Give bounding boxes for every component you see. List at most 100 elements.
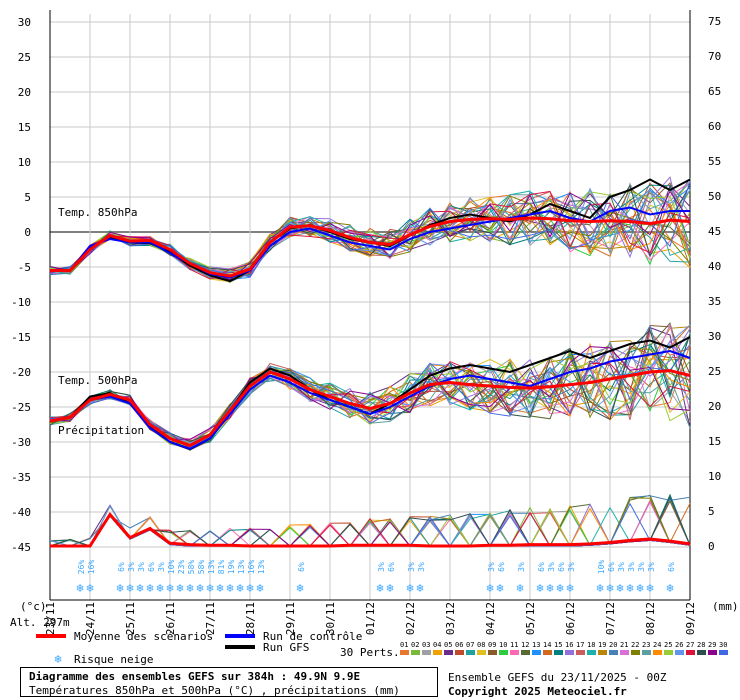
snow-risk-pct: 3% — [407, 562, 416, 572]
y-tick-label-right: 20 — [708, 400, 721, 413]
pert-color-swatch — [609, 650, 618, 655]
y-tick-label-left: 5 — [24, 191, 31, 204]
pert-color-swatch — [631, 650, 640, 655]
snowflake-icon: ❄ — [236, 581, 243, 595]
y-tick-label-right: 0 — [708, 540, 715, 553]
snow-risk-pct: 3% — [627, 562, 636, 572]
pert-id-label: 27 — [686, 641, 694, 649]
snowflake-icon: ❄ — [246, 581, 253, 595]
y-tick-label-left: 0 — [24, 226, 31, 239]
x-date-label: 05/12 — [524, 602, 537, 635]
snow-risk-pct: 58% — [187, 560, 196, 575]
pert-color-swatch — [576, 650, 585, 655]
snow-risk-pct: 3% — [517, 562, 526, 572]
snowflake-icon: ❄ — [566, 581, 573, 595]
y-tick-label-right: 30 — [708, 330, 721, 343]
snow-risk-pct: 3% — [647, 562, 656, 572]
snow-risk-pct: 58% — [197, 560, 206, 575]
x-date-label: 24/11 — [84, 602, 97, 635]
pert-id-label: 24 — [653, 641, 661, 649]
pert-id-label: 16 — [565, 641, 573, 649]
pert-color-swatch — [521, 650, 530, 655]
pert-line-t850 — [49, 178, 691, 278]
mean-line-t850 — [50, 216, 691, 278]
pert-color-swatch — [708, 650, 717, 655]
snow-risk-pct: 6% — [537, 562, 546, 572]
snowflake-icon: ❄ — [626, 581, 633, 595]
legend-label-control: Run de contrôle — [263, 630, 362, 643]
pert-color-swatch — [477, 650, 486, 655]
y-tick-label-left: -25 — [11, 401, 31, 414]
pert-id-label: 25 — [664, 641, 672, 649]
y-tick-label-right: 10 — [708, 470, 721, 483]
pert-id-label: 17 — [576, 641, 584, 649]
copyright-notice: Copyright 2025 Meteociel.fr — [448, 685, 627, 698]
panel-label-t500: Temp. 500hPa — [58, 374, 137, 387]
y-tick-label-left: 30 — [18, 16, 31, 29]
y-tick-label-right: 15 — [708, 435, 721, 448]
snow-risk-pct: 13% — [237, 560, 246, 575]
snow-risk-pct: 6% — [497, 562, 506, 572]
snowflake-icon: ❄ — [646, 581, 653, 595]
y-tick-label-left: -35 — [11, 471, 31, 484]
pert-id-label: 10 — [499, 641, 507, 649]
snowflake-icon: ❄ — [86, 581, 93, 595]
y-tick-label-left: -45 — [11, 541, 31, 554]
x-date-label: 03/12 — [444, 602, 457, 635]
snow-risk-pct: 3% — [487, 562, 496, 572]
snowflake-icon: ❄ — [216, 581, 223, 595]
pert-id-label: 18 — [587, 641, 595, 649]
x-date-label: 30/11 — [324, 602, 337, 635]
y-tick-label-right: 65 — [708, 85, 721, 98]
snowflake-icon: ❄ — [606, 581, 613, 595]
snowflake-icon: ❄ — [76, 581, 83, 595]
pert-id-label: 20 — [609, 641, 617, 649]
pert-color-swatch — [565, 650, 574, 655]
y-tick-label-right: 55 — [708, 155, 721, 168]
y-tick-label-left: 20 — [18, 86, 31, 99]
x-date-label: 02/12 — [404, 602, 417, 635]
snowflake-icon: ❄ — [386, 581, 393, 595]
y-tick-label-right: 70 — [708, 50, 721, 63]
pert-color-swatch — [411, 650, 420, 655]
x-date-label: 06/12 — [564, 602, 577, 635]
x-date-label: 25/11 — [124, 602, 137, 635]
pert-color-swatch — [433, 650, 442, 655]
snowflake-icon: ❄ — [666, 581, 673, 595]
snowflake-icon: ❄ — [556, 581, 563, 595]
snowflake-icon: ❄ — [116, 581, 123, 595]
pert-id-label: 23 — [642, 641, 650, 649]
pert-id-label: 07 — [466, 641, 474, 649]
legend-label-perts: 30 Perts. — [340, 646, 400, 659]
snowflake-icon: ❄ — [636, 581, 643, 595]
chart-subtitle: Températures 850hPa et 500hPa (°C) , pré… — [29, 684, 400, 697]
mean-line-precip — [50, 511, 691, 548]
snowflake-icon: ❄ — [186, 581, 193, 595]
legend-label-mean: Moyenne des scénarios — [74, 630, 213, 643]
pert-line-t500 — [49, 344, 691, 449]
pert-color-swatch — [554, 650, 563, 655]
snowflake-icon: ❄ — [146, 581, 153, 595]
pert-id-label: 28 — [697, 641, 705, 649]
pert-id-label: 30 — [719, 641, 727, 649]
chart-caption-box: Diagramme des ensembles GEFS sur 384h : … — [20, 667, 438, 697]
snowflake-icon: ❄ — [136, 581, 143, 595]
snowflake-icon: ❄ — [166, 581, 173, 595]
snow-risk-pct: 10% — [167, 560, 176, 575]
snowflake-icon: ❄ — [406, 581, 413, 595]
snow-risk-pct: 3% — [137, 562, 146, 572]
legend-label-snow: Risque neige — [74, 653, 153, 666]
y-tick-label-left: -30 — [11, 436, 31, 449]
y-tick-label-left: -40 — [11, 506, 31, 519]
y-tick-label-right: 75 — [708, 15, 721, 28]
snow-risk-pct: 3% — [567, 562, 576, 572]
pert-color-swatch — [400, 650, 409, 655]
pert-color-swatch — [422, 650, 431, 655]
y-tick-label-right: 40 — [708, 260, 721, 273]
snow-risk-pct: 3% — [377, 562, 386, 572]
legend-snowflake-icon: ❄ — [54, 652, 61, 666]
pert-id-label: 12 — [521, 641, 529, 649]
mean-line-t500 — [49, 369, 691, 448]
snow-risk-pct: 6% — [607, 562, 616, 572]
snowflake-icon: ❄ — [416, 581, 423, 595]
